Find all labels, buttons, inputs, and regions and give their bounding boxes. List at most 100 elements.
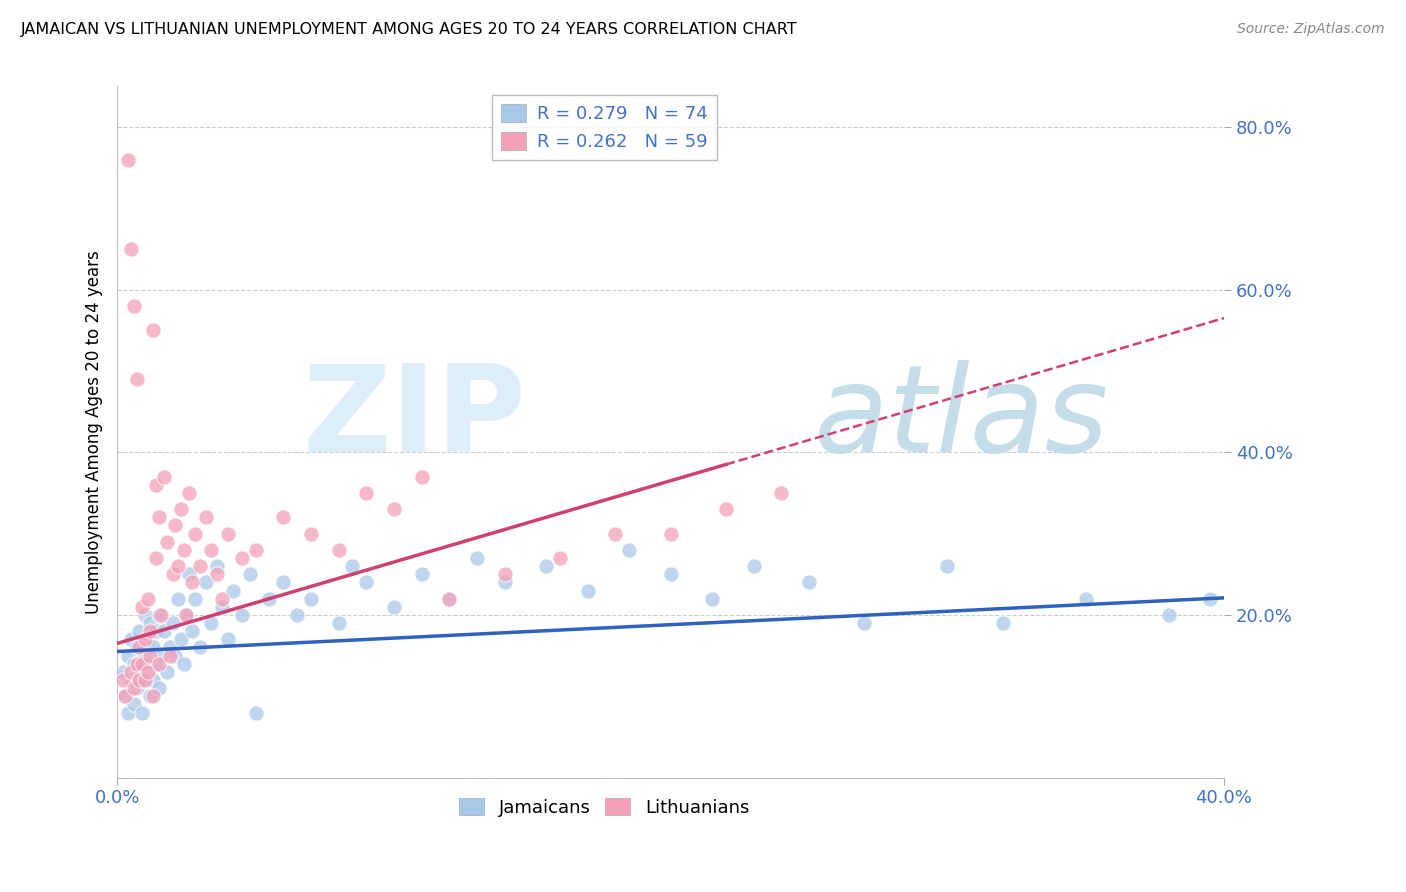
Point [382,502,405,516]
Text: Source: ZipAtlas.com: Source: ZipAtlas.com [1237,22,1385,37]
Point [173,542,195,557]
Point [411,567,433,582]
Point [150,607,173,622]
Point [354,575,377,590]
Point [134,632,156,647]
Point [153,624,176,639]
Point [770,486,793,500]
Point [128,673,150,687]
Point [299,526,322,541]
Point [125,657,148,671]
Point [437,591,460,606]
Point [162,615,184,630]
Point [1157,607,1180,622]
Point [131,657,153,671]
Point [494,575,516,590]
Point [659,567,682,582]
Point [853,615,876,630]
Point [437,591,460,606]
Point [139,648,162,663]
Point [122,681,145,695]
Point [156,534,179,549]
Point [120,665,142,679]
Point [1199,591,1222,606]
Point [167,559,190,574]
Point [148,657,170,671]
Point [205,567,228,582]
Point [797,575,820,590]
Point [159,640,181,655]
Point [139,615,162,630]
Point [122,698,145,712]
Point [342,559,364,574]
Point [170,632,193,647]
Point [117,648,139,663]
Point [117,706,139,720]
Point [134,648,156,663]
Point [991,615,1014,630]
Point [659,526,682,541]
Point [136,591,159,606]
Point [231,551,253,566]
Point [617,542,640,557]
Point [179,567,201,582]
Point [125,681,148,695]
Point [136,665,159,679]
Point [145,657,167,671]
Point [328,542,350,557]
Point [131,673,153,687]
Point [139,624,162,639]
Point [200,615,222,630]
Point [605,526,627,541]
Point [188,559,211,574]
Point [936,559,959,574]
Point [165,648,187,663]
Point [179,486,201,500]
Point [299,591,322,606]
Point [231,607,253,622]
Point [180,624,202,639]
Point [111,665,134,679]
Point [173,657,195,671]
Point [125,640,148,655]
Point [271,575,294,590]
Point [148,607,170,622]
Point [120,632,142,647]
Text: atlas: atlas [814,359,1109,476]
Point [142,673,165,687]
Point [159,648,181,663]
Point [134,607,156,622]
Point [114,690,136,704]
Point [117,153,139,167]
Point [354,486,377,500]
Point [120,673,142,687]
Point [128,657,150,671]
Point [128,640,150,655]
Point [494,567,516,582]
Point [411,469,433,483]
Point [245,706,267,720]
Point [211,599,233,614]
Point [156,665,179,679]
Point [239,567,262,582]
Point [285,607,308,622]
Point [576,583,599,598]
Point [465,551,488,566]
Point [142,640,165,655]
Point [120,242,142,256]
Point [211,591,233,606]
Y-axis label: Unemployment Among Ages 20 to 24 years: Unemployment Among Ages 20 to 24 years [86,250,103,614]
Point [217,632,239,647]
Point [136,632,159,647]
Point [714,502,737,516]
Point [1074,591,1097,606]
Point [131,599,153,614]
Point [205,559,228,574]
Point [183,591,205,606]
Point [142,690,165,704]
Point [245,542,267,557]
Text: ZIP: ZIP [302,359,527,476]
Point [700,591,723,606]
Point [217,526,239,541]
Point [167,591,190,606]
